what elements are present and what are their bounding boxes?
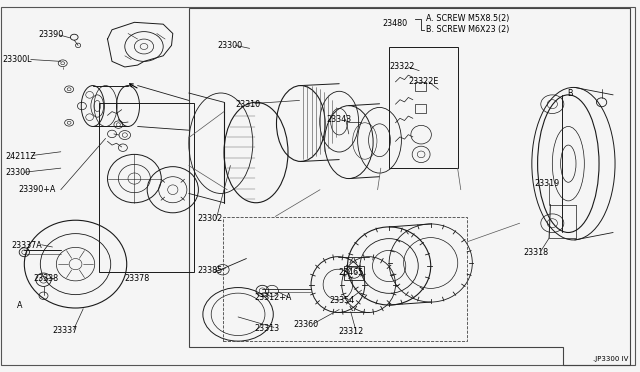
Text: A: A [17,301,22,310]
Text: 23302: 23302 [197,214,222,223]
Text: 23337A: 23337A [12,241,42,250]
Text: 23360: 23360 [293,320,318,329]
Text: 23312: 23312 [338,327,363,336]
Text: A. SCREW M5X8.5(2): A. SCREW M5X8.5(2) [426,14,509,23]
Bar [99,103,194,272]
Text: 24211Z: 24211Z [5,152,36,161]
Text: 23390+A: 23390+A [18,185,55,194]
Text: 23338: 23338 [33,274,58,283]
Text: 23322E: 23322E [408,77,438,86]
Bar [415,104,426,113]
Text: 23480: 23480 [383,19,408,28]
Text: 23300L: 23300L [3,55,32,64]
Text: 23354: 23354 [330,296,355,305]
Text: 23300: 23300 [5,169,30,177]
Text: 23337: 23337 [52,326,77,335]
Text: 23322: 23322 [389,62,415,71]
Text: 23313: 23313 [255,324,280,333]
Text: 23318: 23318 [524,248,548,257]
Text: 23343: 23343 [326,115,351,124]
Text: 23465: 23465 [338,268,363,277]
Bar [389,47,458,168]
Text: 23312+A: 23312+A [255,293,292,302]
Text: 23319: 23319 [534,179,559,187]
Bar [415,82,426,91]
Text: .JP3300 IV: .JP3300 IV [593,356,628,362]
Text: 23390: 23390 [38,31,63,39]
Text: B. SCREW M6X23 (2): B. SCREW M6X23 (2) [426,25,509,34]
Text: 23378: 23378 [125,274,150,283]
Text: 23310: 23310 [236,100,260,109]
Text: 23385: 23385 [197,266,222,275]
Text: B: B [567,89,573,97]
Bar [344,266,364,280]
Text: 23300: 23300 [218,41,243,50]
